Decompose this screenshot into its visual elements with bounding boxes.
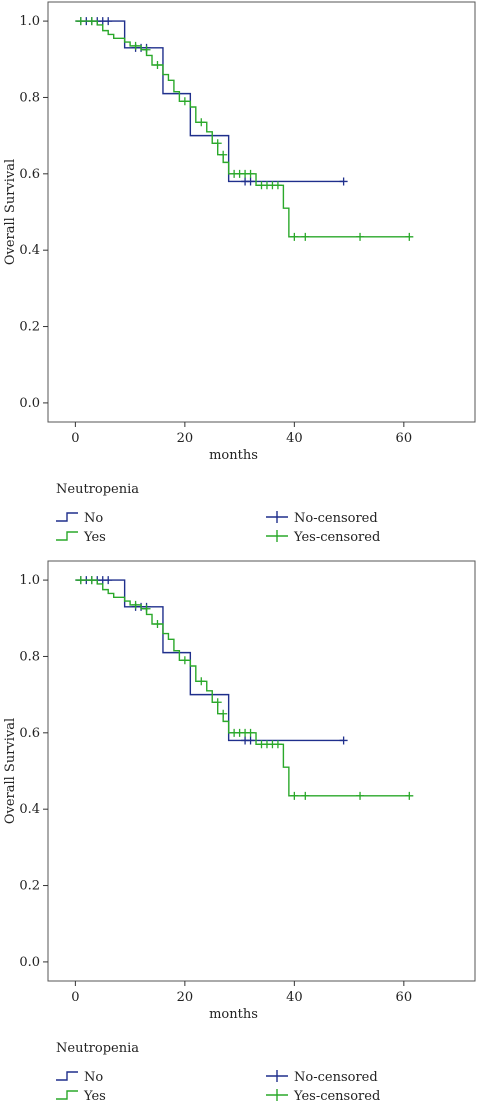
- series-yes-line: [75, 579, 410, 797]
- censor-mark-yes: [197, 118, 206, 127]
- censor-mark-no: [246, 177, 255, 186]
- censor-mark-yes: [180, 656, 189, 665]
- y-tick-label: 0.4: [19, 802, 40, 817]
- x-tick-label: 20: [177, 990, 194, 1005]
- censor-mark-yes: [87, 576, 96, 585]
- censor-mark-yes: [246, 728, 255, 737]
- censor-mark-yes: [197, 677, 206, 686]
- y-tick-label: 0.6: [19, 167, 40, 182]
- x-axis-label: months: [209, 1007, 258, 1022]
- series-no-line: [75, 579, 344, 742]
- y-tick-label: 0.0: [19, 396, 40, 411]
- y-tick-label: 0.0: [19, 955, 40, 970]
- censor-mark-yes: [246, 169, 255, 178]
- x-tick-label: 40: [286, 990, 303, 1005]
- x-tick-label: 40: [286, 431, 303, 446]
- legend-line-swatch: [56, 1090, 78, 1100]
- legend-item-label: No: [84, 1070, 103, 1085]
- censor-mark-yes: [273, 740, 282, 749]
- censor-mark-yes: [142, 604, 151, 613]
- censor-mark-yes: [290, 791, 299, 800]
- series-yes-line: [75, 20, 410, 238]
- y-axis-label: Overall Survival: [3, 159, 18, 265]
- x-tick-label: 20: [177, 431, 194, 446]
- censor-mark-yes: [290, 232, 299, 241]
- censor-mark-yes: [405, 791, 414, 800]
- y-tick-label: 0.2: [19, 879, 40, 894]
- y-tick-label: 0.8: [19, 90, 40, 105]
- legend-title: Neutropenia: [56, 1041, 139, 1056]
- legend-line-swatch: [56, 512, 78, 522]
- legend-censor-swatch: [266, 511, 288, 523]
- censor-mark-yes: [213, 139, 222, 148]
- censor-mark-yes: [301, 232, 310, 241]
- legend: Neutropenia No No-censored Yes Yes-censored: [56, 1041, 380, 1104]
- censor-mark-yes: [219, 150, 228, 159]
- censor-mark-yes: [213, 698, 222, 707]
- km-chart-2: 0.0 0.2 0.4 0.6 0.8 1.0 0 20 40 60 months Overall S…: [3, 560, 476, 1104]
- legend-item-label: No: [84, 511, 103, 526]
- censor-mark-yes: [131, 600, 140, 609]
- legend-item-label: Yes-censored: [293, 530, 380, 545]
- censor-mark-yes: [301, 791, 310, 800]
- plot-frame: [47, 560, 476, 982]
- censor-mark-yes: [131, 41, 140, 50]
- legend-censor-swatch: [266, 1070, 288, 1082]
- censor-mark-yes: [142, 45, 151, 54]
- y-tick-label: 1.0: [19, 573, 40, 588]
- legend-item-label: Yes-censored: [293, 1089, 380, 1104]
- censor-mark-yes: [76, 17, 85, 26]
- censor-mark-yes: [153, 61, 162, 69]
- censor-mark-yes: [87, 17, 96, 26]
- y-tick-label: 0.2: [19, 320, 40, 335]
- y-tick-label: 0.6: [19, 726, 40, 741]
- km-chart-1: 0.0 0.2 0.4 0.6 0.8 1.0 0 20 40 60 months Overall S…: [3, 1, 476, 545]
- x-tick-label: 0: [71, 431, 79, 446]
- legend-censor-swatch: [266, 1089, 288, 1101]
- legend-title: Neutropenia: [56, 482, 139, 497]
- censor-mark-yes: [76, 576, 85, 585]
- censor-mark-yes: [356, 232, 365, 241]
- legend-line-swatch: [56, 531, 78, 541]
- x-tick-label: 60: [396, 990, 413, 1005]
- series-no-line: [75, 20, 344, 183]
- x-tick-label: 0: [71, 990, 79, 1005]
- km-chart-panel-2: 0.0 0.2 0.4 0.6 0.8 1.0 0 20 40 60 months Overall S…: [0, 559, 477, 1109]
- km-chart-panel-1: 0.0 0.2 0.4 0.6 0.8 1.0 0 20 40 60 months Overall S…: [0, 0, 477, 550]
- censor-mark-yes: [405, 232, 414, 241]
- censor-mark-yes: [180, 97, 189, 106]
- legend-item-label: No-censored: [294, 511, 378, 526]
- x-tick-label: 60: [396, 431, 413, 446]
- legend: Neutropenia No No-censored Yes Yes-censored: [56, 482, 380, 545]
- legend-line-swatch: [56, 1071, 78, 1081]
- legend-censor-swatch: [266, 530, 288, 542]
- legend-item-label: Yes: [83, 1089, 106, 1104]
- y-tick-label: 0.8: [19, 649, 40, 664]
- y-tick-label: 1.0: [19, 14, 40, 29]
- legend-item-label: No-censored: [294, 1070, 378, 1085]
- y-axis-label: Overall Survival: [3, 718, 18, 824]
- censor-mark-no: [339, 177, 348, 186]
- censor-mark-yes: [273, 181, 282, 190]
- censor-mark-no: [246, 736, 255, 745]
- legend-item-label: Yes: [83, 530, 106, 545]
- x-axis-label: months: [209, 448, 258, 463]
- censor-mark-yes: [356, 791, 365, 800]
- censor-mark-yes: [153, 620, 162, 628]
- censor-mark-yes: [219, 709, 228, 718]
- y-tick-label: 0.4: [19, 243, 40, 258]
- censor-mark-no: [104, 576, 113, 585]
- plot-frame: [47, 1, 476, 423]
- censor-mark-no: [104, 17, 113, 26]
- censor-mark-no: [339, 736, 348, 745]
